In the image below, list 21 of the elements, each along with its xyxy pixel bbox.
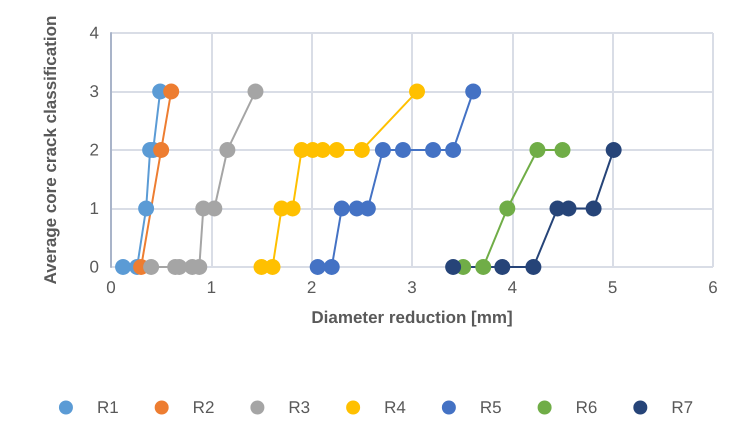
y-tick-label: 3 — [90, 82, 99, 101]
legend-label: R5 — [480, 398, 502, 417]
x-tick-label: 2 — [306, 278, 316, 297]
legend-label: R6 — [576, 398, 598, 417]
x-tick-label: 6 — [708, 278, 718, 297]
legend-label: R2 — [192, 398, 214, 417]
x-tick-label: 3 — [407, 278, 417, 297]
legend-label: R3 — [288, 398, 310, 417]
y-tick-label: 4 — [90, 24, 99, 42]
y-tick-label: 2 — [90, 140, 99, 160]
y-tick-label: 0 — [90, 258, 99, 276]
y-axis-title: Average core crack classification — [41, 16, 60, 284]
x-tick-label: 0 — [106, 278, 116, 297]
y-tick-label: 1 — [90, 199, 99, 218]
legend-label: R4 — [384, 398, 406, 417]
x-tick-label: 5 — [608, 278, 618, 297]
legend-label: R7 — [671, 398, 694, 417]
legend-label: R1 — [96, 398, 119, 417]
x-tick-label: 4 — [508, 278, 518, 297]
x-tick-label: 1 — [206, 278, 216, 297]
x-axis-title: Diameter reduction [mm] — [311, 308, 513, 327]
